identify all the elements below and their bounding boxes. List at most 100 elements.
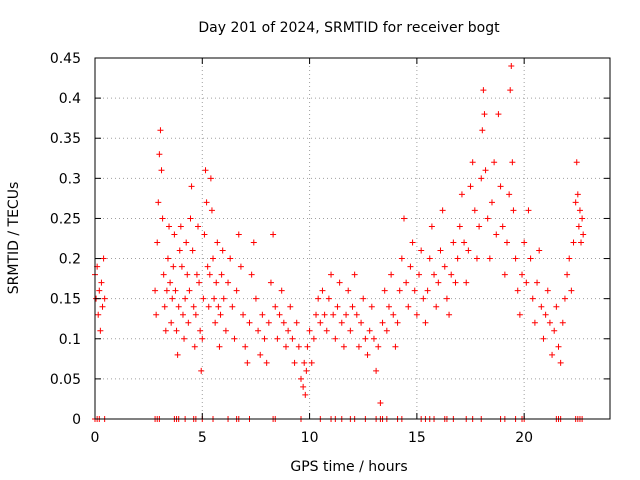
data-point [276,311,283,318]
data-point [263,359,270,366]
data-point [190,303,197,310]
data-point [506,191,513,198]
data-point [246,319,253,326]
data-point [422,319,429,326]
data-point [351,271,358,278]
data-point [99,303,106,310]
x-tick-label: 0 [91,430,100,446]
data-point [152,287,159,294]
data-point [98,279,105,286]
data-point [280,319,287,326]
data-point [523,279,530,286]
data-point [291,359,298,366]
data-point [373,367,380,374]
data-point [370,335,377,342]
data-point [568,287,575,294]
data-point [325,295,332,302]
data-point [461,239,468,246]
data-point [441,263,448,270]
x-tick-label: 5 [198,430,207,446]
data-point [566,255,573,262]
data-point [218,271,225,278]
data-point [549,351,556,358]
data-point [452,279,459,286]
data-point [315,295,322,302]
x-axis-label: GPS time / hours [290,459,407,475]
data-point [381,287,388,294]
data-point [531,319,538,326]
data-point [181,335,188,342]
data-point [330,311,337,318]
data-point [508,63,515,70]
data-point [390,311,397,318]
data-point [252,295,259,302]
data-point [349,303,356,310]
y-tick-label: 0.1 [59,332,81,348]
data-point [289,335,296,342]
data-point [158,167,165,174]
data-point [409,239,416,246]
data-point [298,375,304,382]
data-point [317,319,324,326]
data-point [195,223,201,230]
data-point [100,255,107,262]
data-point [479,127,486,134]
data-point [205,303,212,310]
data-point [186,287,193,294]
data-point [471,207,478,214]
data-point [301,359,308,366]
data-point [211,295,218,302]
data-point [512,255,519,262]
data-point [394,319,401,326]
data-point [295,343,302,350]
data-point [323,327,330,334]
data-point [576,207,583,214]
data-point [200,295,207,302]
y-tick-label: 0 [72,412,81,428]
data-point [458,191,465,198]
data-point [435,279,442,286]
data-point [488,199,495,206]
data-point [334,303,341,310]
data-point [527,255,534,262]
data-point [362,335,369,342]
y-tick-label: 0.15 [50,292,81,308]
data-point [162,327,169,334]
data-point [536,247,543,254]
data-point [217,311,224,318]
data-point [433,303,440,310]
data-point [392,343,399,350]
data-point [308,359,315,366]
data-point [184,271,191,278]
data-point [259,311,266,318]
data-point [575,223,582,230]
data-point [482,167,489,174]
data-point [413,311,420,318]
data-point [293,319,300,326]
data-point [164,255,171,262]
y-tick-label: 0.25 [50,211,81,227]
data-point [227,255,234,262]
data-point [220,295,227,302]
data-point [463,279,470,286]
data-point [328,271,335,278]
data-point [557,359,564,366]
data-point [300,383,307,390]
data-point [155,199,162,206]
data-point [179,311,186,318]
data-point [418,247,425,254]
data-point [510,207,517,214]
data-point [407,263,414,270]
data-point [282,343,289,350]
data-point [385,303,392,310]
data-point [551,327,558,334]
data-point [546,319,553,326]
data-point [313,311,320,318]
data-point [375,343,382,350]
data-point [578,239,585,246]
data-point [222,327,229,334]
data-point [379,319,386,326]
data-point [233,287,240,294]
data-point [178,263,185,270]
data-point [465,247,472,254]
